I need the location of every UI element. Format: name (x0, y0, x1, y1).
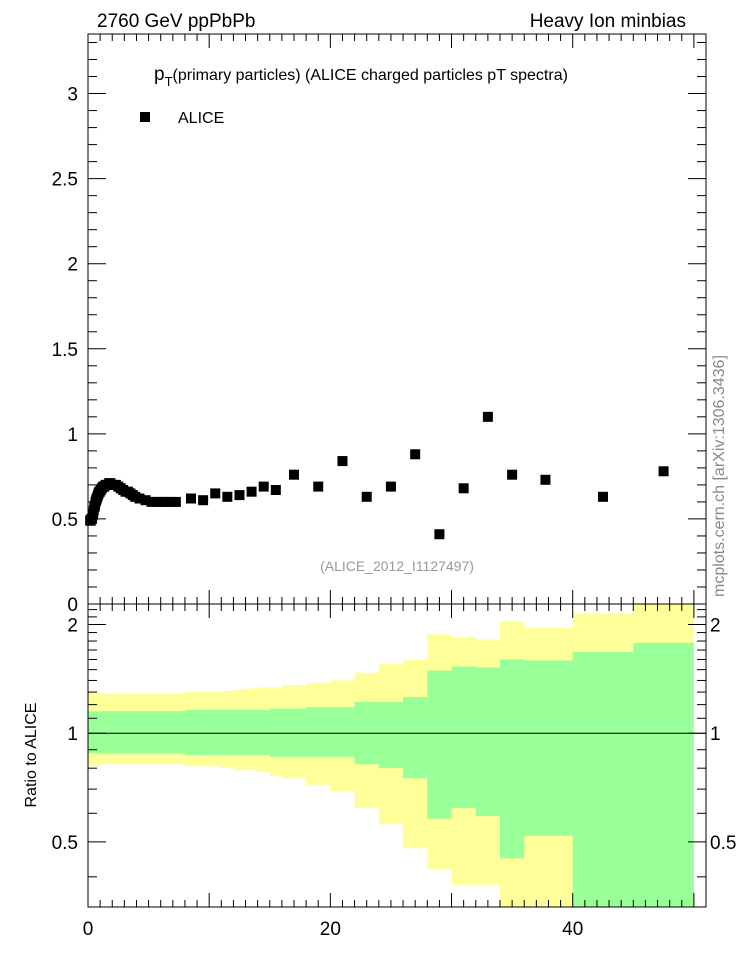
ratio-y-tick-label-right: 1 (710, 724, 721, 745)
data-point (246, 486, 257, 497)
header-right-label: Heavy Ion minbias (530, 11, 686, 32)
ratio-y-tick-label: 2 (67, 616, 78, 637)
data-point (313, 481, 324, 492)
y-tick-label: 0.5 (52, 510, 78, 531)
analysis-id-watermark: (ALICE_2012_I1127497) (320, 558, 474, 574)
data-point (146, 496, 157, 507)
data-point (170, 496, 181, 507)
plot-title-main: p (154, 64, 165, 85)
legend-label-alice: ALICE (178, 110, 224, 127)
header-left-label: 2760 GeV ppPbPb (97, 11, 255, 32)
data-point (540, 474, 551, 485)
data-points-group (85, 411, 669, 540)
y-tick-label: 1 (67, 425, 78, 446)
y-tick-label: 3 (67, 85, 78, 106)
data-point (337, 456, 348, 467)
legend-marker-alice (140, 112, 150, 122)
ratio-y-tick-label-right: 0.5 (710, 833, 736, 854)
y-tick-label: 0 (67, 595, 78, 616)
ratio-y-tick-label: 0.5 (52, 833, 78, 854)
x-tick-label: 0 (83, 919, 94, 940)
data-point (289, 469, 299, 480)
data-point (164, 496, 175, 507)
data-point (222, 491, 233, 502)
x-tick-label: 20 (320, 919, 341, 940)
data-point (507, 469, 518, 480)
x-tick-label: 40 (562, 919, 583, 940)
y-tick-label: 2 (67, 255, 78, 276)
data-point (186, 493, 196, 504)
plot-title: pT(primary particles) (ALICE charged par… (154, 64, 568, 89)
data-point (361, 491, 372, 502)
data-point (598, 491, 608, 502)
y-tick-label: 1.5 (52, 340, 78, 361)
data-point (234, 490, 245, 501)
data-point (385, 481, 396, 492)
data-point (258, 481, 269, 492)
data-point (270, 485, 281, 495)
data-point (158, 496, 169, 507)
uncertainty-bands (88, 604, 694, 907)
ratio-y-tick-label: 1 (67, 724, 78, 745)
data-point (198, 495, 209, 506)
ratio-plot-panel: 0.5 0.5 1 1 2 2 0 20 40 Ratio to ALICE (23, 603, 736, 940)
data-point (434, 529, 445, 540)
data-point (140, 495, 151, 506)
data-point (134, 493, 145, 504)
main-plot-panel: 0 0.5 1 1.5 2 2.5 3 pT(primary particles) (ALI… (52, 33, 707, 616)
data-point (458, 483, 469, 494)
plot-title-subscript: T (165, 74, 173, 89)
ratio-y-tick-label-right: 2 (710, 616, 721, 637)
plot-title-rest: (primary particles) (ALICE charged parti… (173, 67, 568, 84)
side-source-label: mcplots.cern.ch [arXiv:1306.3436] (711, 355, 728, 597)
ratio-y-axis-label: Ratio to ALICE (23, 703, 40, 808)
ratio-plot-frame (87, 603, 707, 908)
uncertainty-band (88, 642, 694, 907)
data-point (410, 449, 421, 460)
data-point (482, 411, 493, 422)
y-tick-label: 2.5 (52, 170, 78, 191)
data-point (152, 496, 163, 507)
data-point (210, 488, 221, 499)
data-point (658, 466, 669, 477)
